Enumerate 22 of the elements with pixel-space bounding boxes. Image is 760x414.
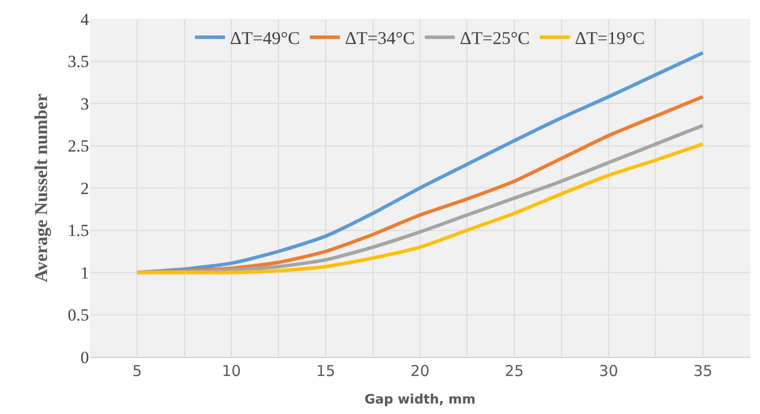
y-tick-label: 0 [80, 348, 89, 367]
legend-label: ΔT=25°C [460, 28, 530, 48]
y-axis-title: Average Nusselt number [30, 94, 51, 282]
x-axis-title: Gap width, mm [364, 392, 476, 408]
x-tick-label: 5 [132, 362, 142, 380]
legend-label: ΔT=19°C [574, 28, 645, 48]
y-tick-label: 3.5 [68, 52, 89, 72]
y-tick-label: 2 [80, 178, 89, 198]
y-tick-label: 0.5 [68, 306, 89, 325]
x-tick-label: 30 [599, 362, 618, 380]
x-tick-label: 15 [316, 362, 336, 380]
y-tick-label: 2.5 [68, 136, 89, 156]
x-tick-label: 25 [504, 362, 524, 380]
y-tick-label: 1 [80, 263, 89, 282]
x-tick-label: 10 [222, 362, 241, 380]
x-tick-label: 20 [410, 362, 430, 380]
y-tick-label: 3 [80, 94, 89, 114]
x-tick-label: 35 [693, 362, 712, 380]
y-tick-label: 1.5 [68, 221, 89, 240]
y-tick-label: 4 [80, 10, 90, 29]
legend-label: ΔT=49°C [230, 28, 300, 48]
legend-label: ΔT=34°C [344, 28, 415, 48]
